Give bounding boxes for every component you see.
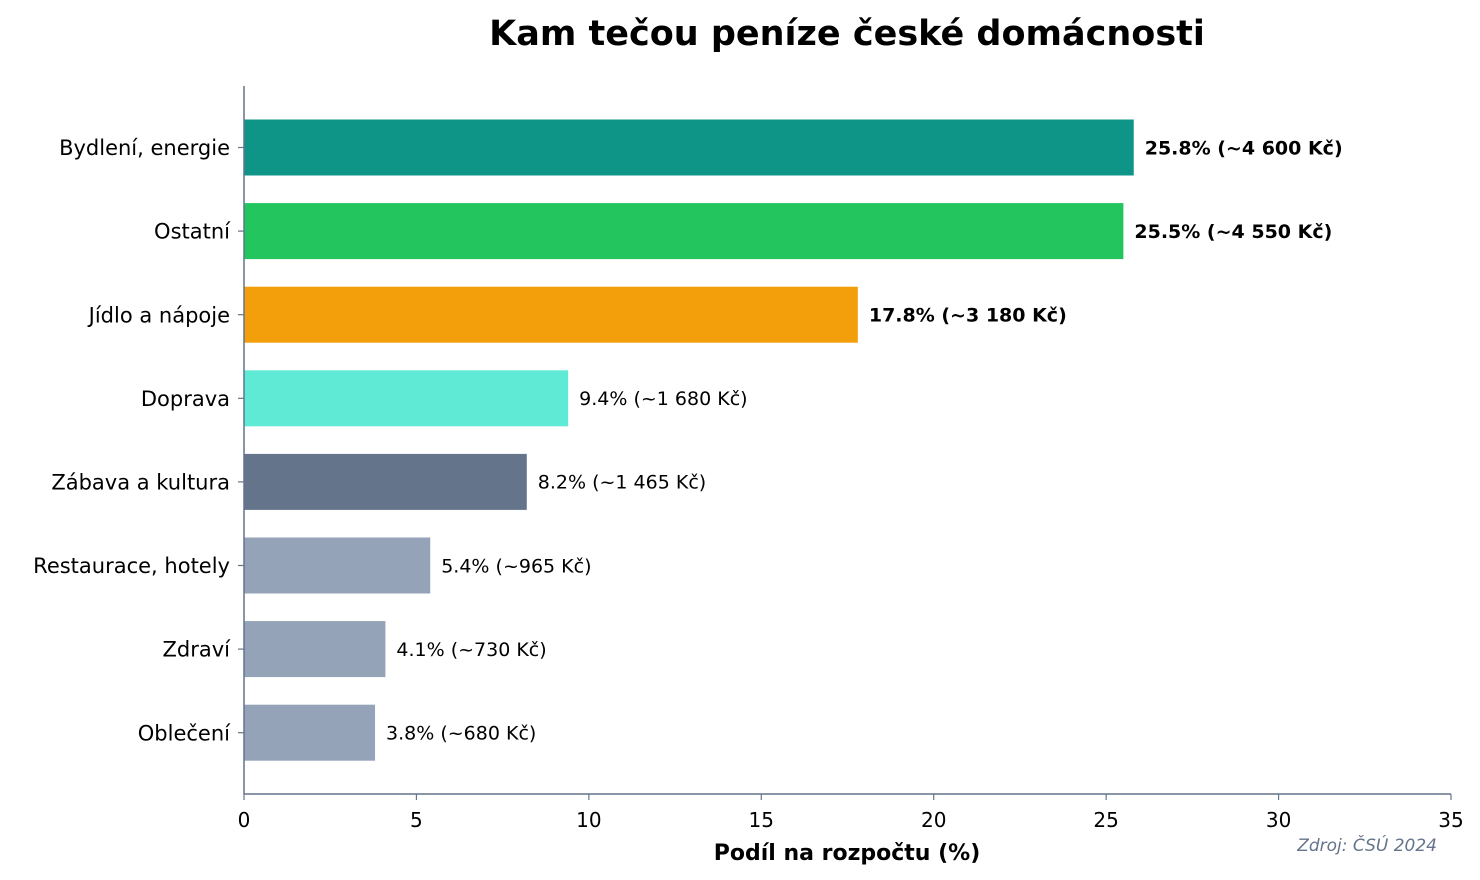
data-label: 8.2% (~1 465 Kč) — [538, 472, 706, 494]
bar — [244, 370, 569, 427]
x-tick-label: 5 — [410, 808, 423, 832]
x-tick-label: 15 — [749, 808, 774, 832]
category-label: Zdraví — [163, 638, 232, 662]
x-axis-label: Podíl na rozpočtu (%) — [714, 841, 981, 866]
chart-title: Kam tečou peníze české domácnosti — [489, 14, 1205, 54]
category-label: Restaurace, hotely — [33, 554, 230, 578]
data-label: 9.4% (~1 680 Kč) — [579, 388, 747, 410]
bars-group — [244, 119, 1134, 761]
category-labels: Bydlení, energie Ostatní Jídlo a nápoje Dop… — [33, 136, 244, 745]
data-labels: 25.8% (~4 600 Kč) 25.5% (~4 550 Kč) 17.8% … — [386, 137, 1343, 744]
x-tick-label: 30 — [1266, 808, 1291, 832]
x-tick-label: 25 — [1093, 808, 1118, 832]
x-axis-ticks: 0 5 10 15 20 25 30 35 — [238, 794, 1464, 832]
data-label: 5.4% (~965 Kč) — [441, 555, 591, 577]
category-label: Jídlo a nápoje — [87, 303, 230, 327]
category-label: Bydlení, energie — [59, 136, 230, 160]
category-label: Ostatní — [154, 220, 231, 244]
bar — [244, 621, 386, 678]
x-tick-label: 0 — [238, 808, 251, 832]
category-label: Oblečení — [138, 721, 231, 745]
bar — [244, 203, 1124, 260]
category-label: Zábava a kultura — [51, 470, 230, 494]
data-label: 17.8% (~3 180 Kč) — [869, 305, 1067, 327]
data-label: 25.5% (~4 550 Kč) — [1134, 221, 1332, 243]
x-tick-label: 20 — [921, 808, 946, 832]
bar — [244, 704, 376, 761]
x-tick-label: 35 — [1438, 808, 1463, 832]
data-label: 4.1% (~730 Kč) — [396, 639, 546, 661]
bar — [244, 286, 858, 343]
category-label: Doprava — [141, 387, 230, 411]
data-label: 25.8% (~4 600 Kč) — [1145, 137, 1343, 159]
x-tick-label: 10 — [576, 808, 601, 832]
bar — [244, 453, 527, 510]
source-note: Zdroj: ČSÚ 2024 — [1296, 834, 1437, 856]
bar — [244, 537, 431, 594]
data-label: 3.8% (~680 Kč) — [386, 723, 536, 745]
bar — [244, 119, 1134, 176]
